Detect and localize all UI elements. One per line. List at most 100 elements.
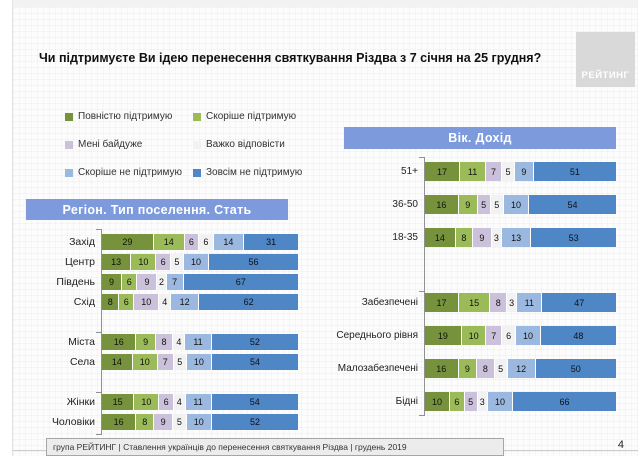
bar-value-label: 9 bbox=[465, 199, 471, 210]
bar-value-label: 6 bbox=[163, 397, 169, 407]
bar-segment: 50 bbox=[535, 359, 616, 378]
bar-segment: 4 bbox=[173, 394, 186, 410]
category-label: Бідні bbox=[395, 396, 418, 407]
stacked-bar: 8 6 10 4 12 62 bbox=[102, 294, 298, 310]
category-label: Середнього рівня bbox=[336, 330, 418, 341]
bar-segment: 8 bbox=[155, 334, 174, 350]
bar-segment: 29 bbox=[102, 234, 154, 250]
bar-row: Бідні 10 6 5 3 10 66 bbox=[344, 392, 617, 411]
bar-row: Середнього рівня 19 10 7 6 10 48 bbox=[336, 326, 617, 345]
bar-segment: 15 bbox=[459, 293, 491, 312]
bar-segment: 14 bbox=[425, 228, 456, 247]
bar-segment: 53 bbox=[531, 228, 617, 247]
bar-segment: 6 bbox=[156, 254, 171, 270]
bar-value-label: 8 bbox=[107, 297, 113, 307]
slide-left-margin bbox=[0, 0, 13, 456]
bar-value-label: 4 bbox=[176, 337, 182, 347]
bar-segment: 47 bbox=[542, 293, 616, 312]
bar-value-label: 47 bbox=[574, 297, 585, 308]
bar-value-label: 16 bbox=[113, 337, 124, 347]
bar-row: Схід 8 6 10 4 12 62 bbox=[26, 294, 298, 310]
bar-segment: 7 bbox=[486, 162, 502, 181]
bar-value-label: 10 bbox=[494, 396, 505, 407]
bar-value-label: 9 bbox=[464, 363, 470, 374]
bar-value-label: 5 bbox=[498, 363, 504, 374]
bar-segment: 16 bbox=[425, 359, 459, 378]
bar-value-label: 3 bbox=[479, 396, 485, 407]
bar-value-label: 8 bbox=[161, 337, 167, 347]
bar-segment: 5 bbox=[477, 195, 491, 214]
legend-label: Важко відповісти bbox=[206, 139, 285, 150]
bar-segment: 54 bbox=[529, 195, 616, 214]
bar-segment: 5 bbox=[173, 414, 187, 430]
bar-value-label: 52 bbox=[249, 337, 260, 347]
bar-value-label: 6 bbox=[126, 277, 132, 287]
bar-value-label: 10 bbox=[193, 417, 204, 427]
legend-swatch bbox=[65, 140, 73, 149]
category-label: Південь bbox=[56, 276, 95, 288]
stacked-bar: 16 9 5 5 10 54 bbox=[425, 195, 616, 214]
bar-segment: 6 bbox=[159, 394, 174, 410]
bar-segment: 9 bbox=[136, 334, 156, 350]
legend-label: Повністю підтримую bbox=[78, 111, 173, 122]
stacked-bar: 14 10 7 5 10 54 bbox=[102, 354, 299, 370]
bar-segment: 10 bbox=[461, 326, 487, 345]
bar-value-label: 6 bbox=[123, 297, 129, 307]
category-label: Чоловіки bbox=[51, 416, 95, 428]
bar-segment: 67 bbox=[183, 274, 298, 290]
bar-segment: 10 bbox=[516, 326, 541, 345]
bar-value-label: 67 bbox=[235, 277, 246, 287]
bar-value-label: 4 bbox=[162, 297, 168, 307]
bar-row: Забезпечені 17 15 8 3 11 47 bbox=[344, 293, 616, 312]
bar-segment: 4 bbox=[159, 294, 172, 310]
bar-value-label: 4 bbox=[176, 397, 182, 407]
bar-value-label: 54 bbox=[567, 199, 578, 210]
chart-left-header: Регіон. Тип поселення. Стать bbox=[26, 199, 288, 220]
bar-value-label: 66 bbox=[559, 396, 570, 407]
legend-swatch bbox=[193, 112, 201, 121]
bar-segment: 5 bbox=[494, 359, 508, 378]
bar-value-label: 16 bbox=[436, 199, 447, 210]
bar-value-label: 51 bbox=[569, 166, 580, 177]
bar-segment: 52 bbox=[212, 414, 298, 430]
bar-segment: 51 bbox=[533, 162, 616, 181]
bar-segment: 13 bbox=[501, 228, 532, 247]
bar-value-label: 7 bbox=[490, 166, 496, 177]
bar-segment: 16 bbox=[102, 414, 137, 430]
bar-row: Захід 29 14 6 6 14 31 bbox=[26, 234, 299, 250]
bar-value-label: 5 bbox=[481, 199, 487, 210]
bar-value-label: 8 bbox=[142, 417, 148, 427]
bar-segment: 6 bbox=[119, 294, 135, 310]
bar-segment: 11 bbox=[185, 334, 212, 350]
stacked-bar: 19 10 7 6 10 48 bbox=[425, 326, 617, 345]
category-label: Забезпечені bbox=[361, 297, 418, 308]
bar-segment: 5 bbox=[464, 392, 478, 411]
bar-segment: 13 bbox=[102, 254, 132, 270]
bar-segment: 10 bbox=[132, 354, 158, 370]
bar-value-label: 10 bbox=[468, 330, 479, 341]
bar-value-label: 8 bbox=[461, 232, 467, 243]
bar-segment: 10 bbox=[186, 354, 212, 370]
bar-value-label: 11 bbox=[193, 397, 203, 407]
bar-segment: 31 bbox=[244, 234, 299, 250]
bar-group-settlement: Міста 16 9 8 4 11 52 Села 14 10 7 5 10 54 bbox=[26, 332, 299, 370]
bar-segment: 9 bbox=[473, 228, 492, 247]
bar-row: Міста 16 9 8 4 11 52 bbox=[26, 334, 298, 350]
category-label: Захід bbox=[69, 236, 95, 248]
category-label: 36-50 bbox=[392, 199, 418, 210]
bar-segment: 9 bbox=[458, 195, 478, 214]
bar-value-label: 5 bbox=[176, 417, 182, 427]
chart-left-plot-area: Захід 29 14 6 6 14 31 Центр 13 10 6 5 10 56 Південь 9 6 9… bbox=[26, 229, 299, 435]
bar-segment: 10 bbox=[425, 392, 451, 411]
bar-value-label: 54 bbox=[249, 357, 260, 367]
bar-value-label: 15 bbox=[469, 297, 480, 308]
bar-value-label: 9 bbox=[144, 277, 150, 287]
bar-value-label: 17 bbox=[437, 166, 448, 177]
bar-segment: 9 bbox=[154, 414, 174, 430]
bar-segment: 3 bbox=[507, 293, 518, 312]
bar-value-label: 7 bbox=[162, 357, 168, 367]
bar-segment: 14 bbox=[213, 234, 245, 250]
bar-segment: 62 bbox=[199, 294, 298, 310]
bar-segment: 52 bbox=[211, 334, 298, 350]
